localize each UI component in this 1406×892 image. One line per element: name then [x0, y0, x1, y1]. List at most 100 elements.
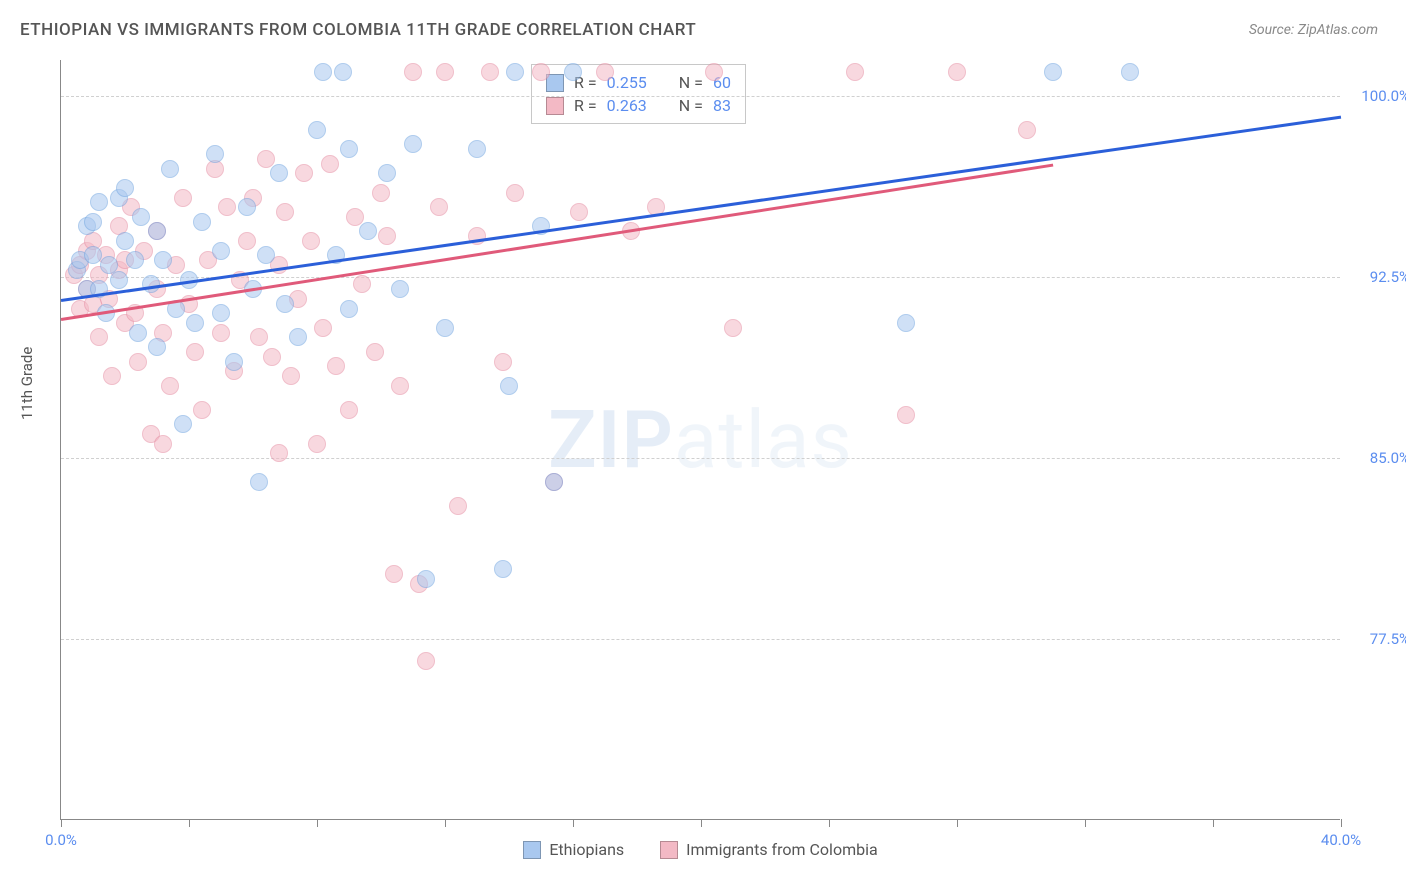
scatter-point — [148, 222, 166, 240]
legend-label-colombia: Immigrants from Colombia — [686, 840, 878, 859]
scatter-point — [250, 473, 268, 491]
scatter-point — [327, 357, 345, 375]
ytick-label: 100.0% — [1350, 87, 1406, 105]
scatter-point — [353, 275, 371, 293]
scatter-point — [481, 63, 499, 81]
scatter-point — [257, 246, 275, 264]
scatter-point — [84, 246, 102, 264]
scatter-point — [263, 348, 281, 366]
xtick-label: 40.0% — [1321, 831, 1361, 849]
scatter-point — [391, 377, 409, 395]
scatter-point — [430, 198, 448, 216]
legend-label-ethiopians: Ethiopians — [549, 840, 624, 859]
watermark-bold: ZIP — [548, 393, 674, 487]
scatter-point — [225, 353, 243, 371]
scatter-point — [84, 213, 102, 231]
scatter-point — [948, 63, 966, 81]
xtick — [61, 819, 62, 827]
legend-swatch-ethiopians — [523, 841, 541, 859]
scatter-point — [500, 377, 518, 395]
scatter-point — [314, 63, 332, 81]
gridline-h — [61, 277, 1340, 278]
scatter-point — [378, 227, 396, 245]
xtick — [189, 819, 190, 827]
scatter-point — [570, 203, 588, 221]
scatter-point — [417, 570, 435, 588]
legend-swatch-colombia — [660, 841, 678, 859]
scatter-point — [238, 232, 256, 250]
scatter-point — [161, 377, 179, 395]
scatter-point — [564, 63, 582, 81]
xtick — [1085, 819, 1086, 827]
scatter-point — [103, 367, 121, 385]
scatter-point — [359, 222, 377, 240]
ytick-label: 77.5% — [1350, 630, 1406, 648]
xtick — [573, 819, 574, 827]
legend-item-ethiopians: Ethiopians — [523, 840, 624, 859]
scatter-point — [532, 63, 550, 81]
scatter-point — [250, 328, 268, 346]
scatter-point — [321, 155, 339, 173]
scatter-point — [1121, 63, 1139, 81]
scatter-point — [308, 435, 326, 453]
gridline-h — [61, 96, 1340, 97]
scatter-point — [378, 164, 396, 182]
scatter-point — [193, 401, 211, 419]
scatter-point — [212, 304, 230, 322]
scatter-point — [116, 179, 134, 197]
scatter-point — [90, 193, 108, 211]
scatter-point — [1018, 121, 1036, 139]
scatter-point — [846, 63, 864, 81]
scatter-point — [212, 242, 230, 260]
scatter-point — [340, 401, 358, 419]
chart-title: ETHIOPIAN VS IMMIGRANTS FROM COLOMBIA 11… — [20, 20, 696, 40]
scatter-point — [282, 367, 300, 385]
scatter-point — [302, 232, 320, 250]
chart-container: ETHIOPIAN VS IMMIGRANTS FROM COLOMBIA 11… — [0, 0, 1406, 892]
y-axis-label: 11th Grade — [18, 347, 36, 420]
scatter-point — [154, 435, 172, 453]
scatter-point — [289, 328, 307, 346]
scatter-point — [257, 150, 275, 168]
scatter-point — [270, 164, 288, 182]
scatter-point — [193, 213, 211, 231]
scatter-point — [314, 319, 332, 337]
xtick — [701, 819, 702, 827]
xtick — [1341, 819, 1342, 827]
xtick — [1213, 819, 1214, 827]
source-attribution: Source: ZipAtlas.com — [1249, 22, 1378, 38]
scatter-point — [174, 415, 192, 433]
scatter-point — [148, 338, 166, 356]
scatter-point — [186, 314, 204, 332]
trendline — [61, 164, 1053, 321]
scatter-point — [116, 232, 134, 250]
r-value-colombia: 0.263 — [607, 96, 647, 115]
scatter-point — [506, 184, 524, 202]
scatter-point — [218, 198, 236, 216]
xtick — [445, 819, 446, 827]
ytick-label: 92.5% — [1350, 268, 1406, 286]
scatter-point — [436, 63, 454, 81]
scatter-point — [506, 63, 524, 81]
scatter-point — [90, 328, 108, 346]
scatter-point — [161, 160, 179, 178]
watermark: ZIPatlas — [548, 393, 853, 487]
scatter-point — [545, 473, 563, 491]
scatter-point — [404, 63, 422, 81]
scatter-point — [129, 324, 147, 342]
scatter-point — [186, 343, 204, 361]
scatter-point — [174, 189, 192, 207]
scatter-point — [385, 565, 403, 583]
scatter-point — [372, 184, 390, 202]
scatter-point — [129, 353, 147, 371]
ytick-label: 85.0% — [1350, 449, 1406, 467]
scatter-point — [494, 353, 512, 371]
scatter-point — [276, 203, 294, 221]
scatter-point — [494, 560, 512, 578]
scatter-point — [132, 208, 150, 226]
gridline-h — [61, 458, 1340, 459]
scatter-point — [436, 319, 454, 337]
n-value-colombia: 83 — [713, 96, 731, 115]
scatter-point — [154, 251, 172, 269]
scatter-point — [270, 444, 288, 462]
